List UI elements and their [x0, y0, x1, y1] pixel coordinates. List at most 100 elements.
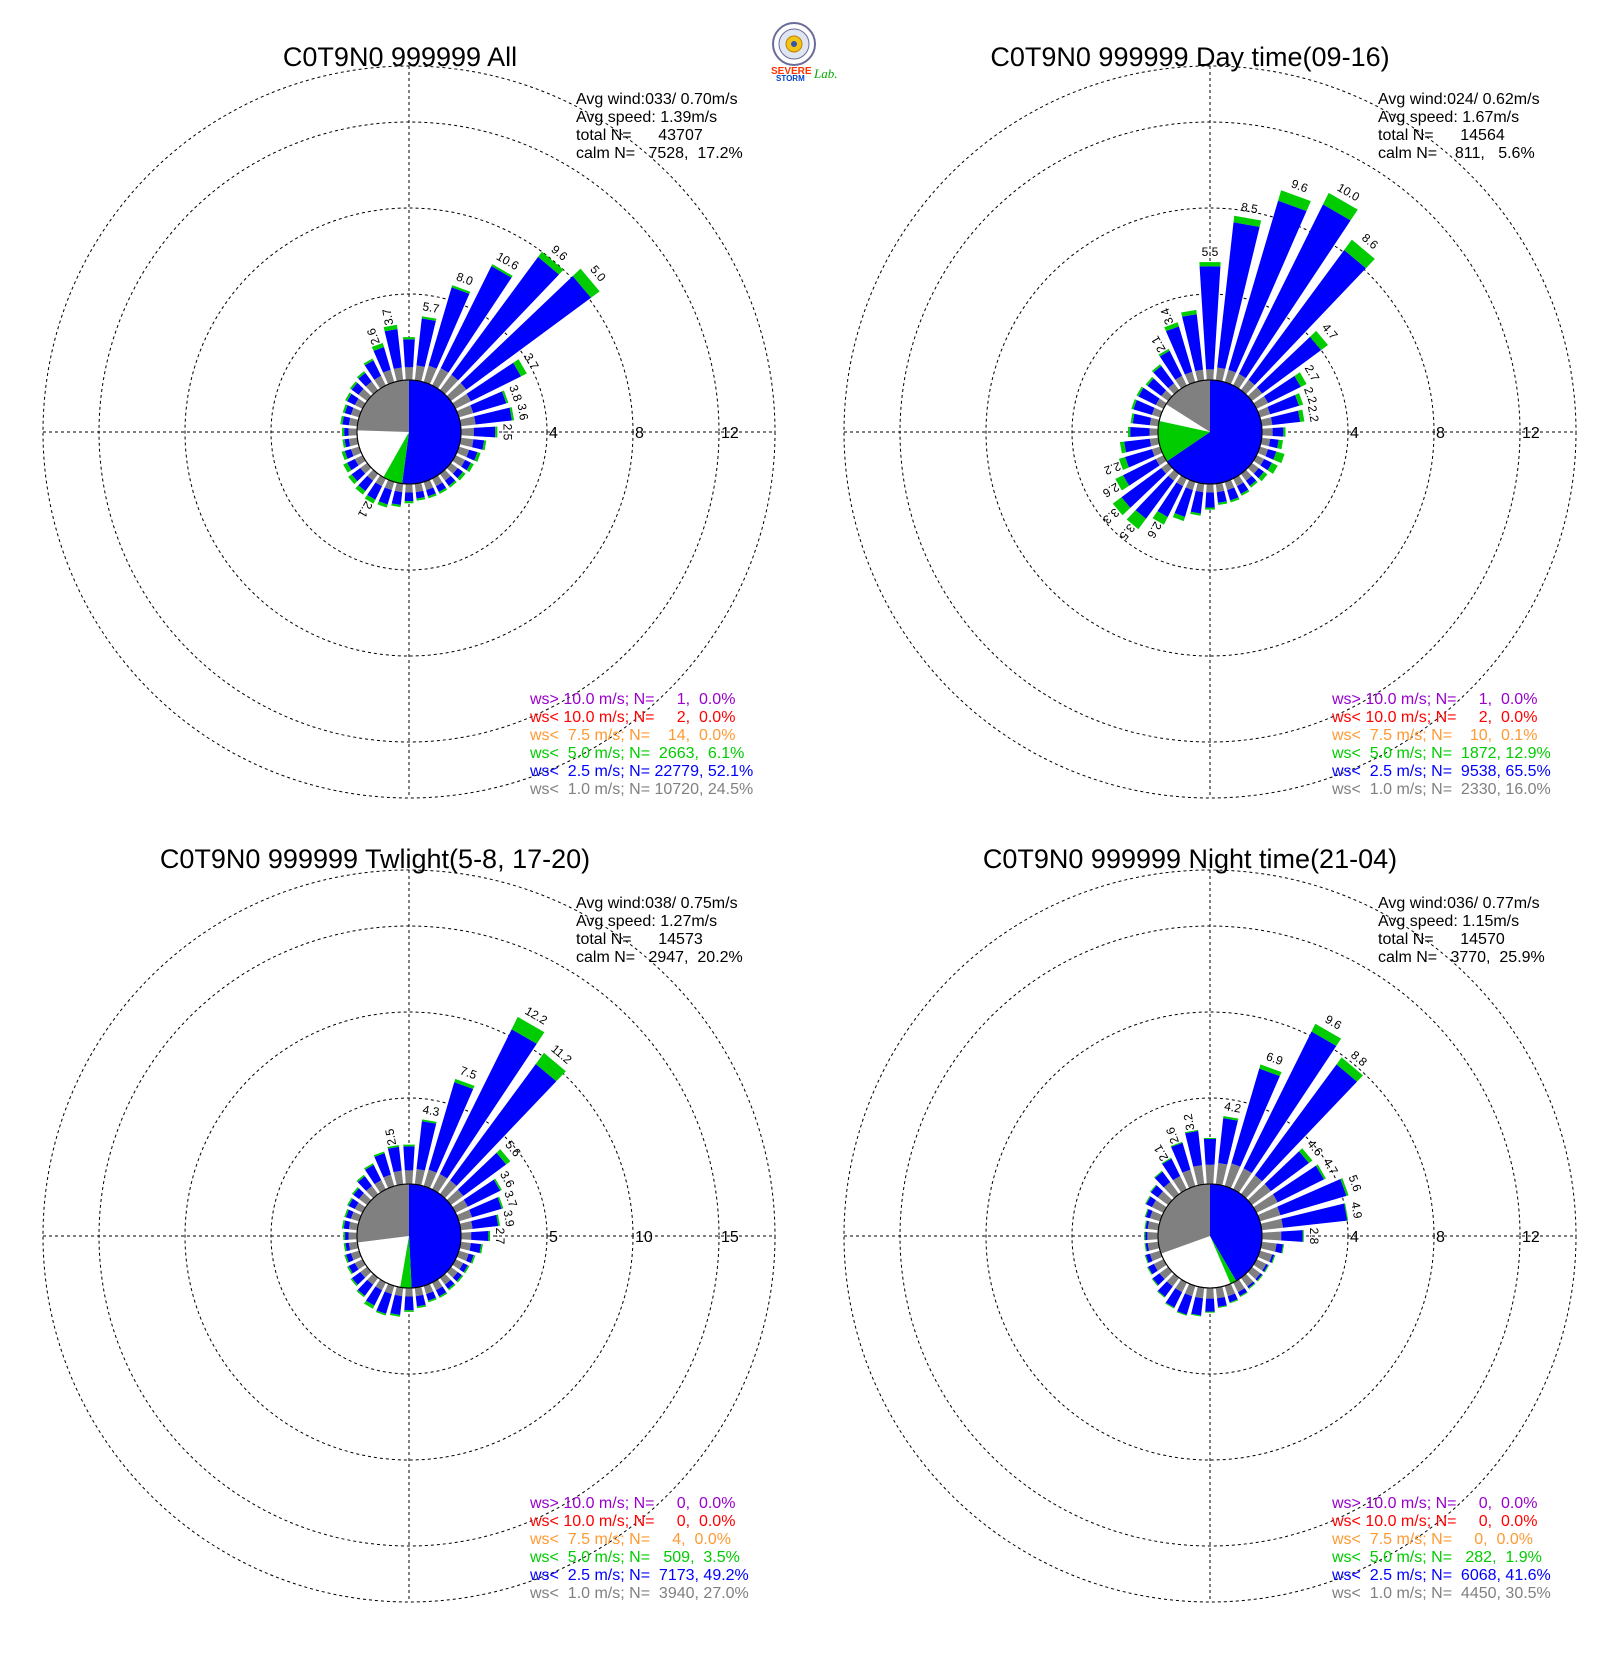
rose-bar-segment [459, 1241, 471, 1251]
rose-bar-segment [1247, 1266, 1261, 1280]
rose-bar-segment [1157, 1191, 1173, 1206]
rose-bar-segment [1260, 1241, 1277, 1252]
rose-bar-segment [1248, 249, 1366, 386]
rose-bar-segment [1203, 1139, 1217, 1165]
rose-bar-segment [376, 1291, 392, 1314]
rose-bar-segment [1157, 482, 1184, 518]
severe-storm-lab-logo: SEVERE STORM Lab. [770, 20, 860, 83]
bar-label: 4.9 [1348, 1201, 1365, 1220]
rose-bar-segment [482, 440, 487, 451]
bar-label: 2.5 [500, 424, 514, 441]
stats-line: calm N= 811, 5.6% [1378, 145, 1535, 162]
bar-label: 2.2 [1301, 385, 1320, 406]
legend-entry: ws< 2.5 m/s; N= 9538, 65.5% [1331, 763, 1551, 780]
legend-entry: ws> 10.0 m/s; N= 0, 0.0% [1331, 1495, 1537, 1512]
ring-label: 8 [635, 425, 644, 442]
rose-bar-segment [365, 1286, 383, 1306]
rose-bar-segment [1144, 1220, 1147, 1229]
rose-bar-segment [1195, 482, 1205, 493]
rose-bar-segment [344, 438, 351, 448]
rose-bar-segment [354, 398, 366, 409]
rose-bar-segment [1182, 1169, 1196, 1189]
rose-bar-segment [1271, 1254, 1276, 1264]
rose-bar-segment [1264, 1264, 1270, 1273]
rose-bar-segment [366, 1185, 379, 1199]
rose-bar-segment [426, 487, 436, 497]
wind-rose-panel-2: 4 8 122.13.45.58.59.6 10.08.64.72.72.22.22.… [843, 42, 1577, 799]
rose-bar-segment [1157, 1281, 1173, 1297]
calm-circle-outline [1157, 1183, 1263, 1289]
rose-bar-segment [415, 490, 425, 499]
rose-bar-segment [348, 1232, 358, 1240]
legend-entry: ws< 10.0 m/s; N= 2, 0.0% [529, 709, 735, 726]
rose-bar-segment [356, 1289, 365, 1298]
rose-bar-segment [435, 482, 447, 493]
rose-bar-segment [1272, 427, 1284, 437]
rose-bar-segment [1165, 1288, 1183, 1308]
rose-bar-segment [404, 501, 414, 504]
rose-bar-segment [1216, 490, 1227, 503]
rose-bar-segment [1248, 1282, 1256, 1290]
rose-bar-segment [451, 285, 471, 294]
rose-bar-segment [1176, 1311, 1187, 1316]
chart-title: C0T9N0 999999 Day time(09-16) [990, 42, 1389, 72]
rose-bar-segment [1158, 348, 1170, 357]
stats-line: Avg wind:024/ 0.62m/s [1378, 91, 1540, 108]
legend-entry: ws< 7.5 m/s; N= 14, 0.0% [529, 727, 735, 744]
rose-bar-segment [1247, 1183, 1271, 1206]
rose-bar-segment [535, 1052, 566, 1082]
rose-bar-segment [444, 1279, 455, 1289]
rose-bar-segment [1256, 1274, 1264, 1282]
rose-bar-segment [460, 276, 592, 390]
rose-bar-segment [1195, 369, 1205, 382]
legend-entry: ws< 7.5 m/s; N= 10, 0.1% [1331, 727, 1537, 744]
rose-bar-segment [403, 1144, 415, 1147]
rose-bar-segment [1130, 426, 1150, 438]
rose-bar-segment [1159, 1266, 1173, 1280]
rose-bar-segment [345, 392, 352, 402]
rose-bar-segment [375, 475, 386, 487]
rose-bar-segment [1309, 330, 1328, 351]
rose-bar-segment [344, 449, 354, 459]
rose-bar-segment [341, 1220, 346, 1229]
rose-bar-segment [456, 405, 474, 418]
rose-bar-segment [1118, 457, 1129, 471]
rose-bar-segment [1253, 455, 1265, 466]
rose-bar-segment [394, 482, 404, 493]
bar-label: 6.9 [1264, 1049, 1285, 1068]
legend-entry: ws< 7.5 m/s; N= 0, 0.0% [1331, 1531, 1533, 1548]
rose-bar-segment [513, 359, 527, 377]
rose-bar-segment [1155, 398, 1167, 409]
rose-bar-segment [439, 469, 451, 481]
bar-label: 3.7 [501, 1189, 520, 1210]
rose-bar-segment [452, 467, 463, 479]
bar-label: 3.7 [379, 307, 396, 326]
rose-bar-segment [345, 1231, 349, 1241]
rose-bar-segment [1344, 1203, 1349, 1221]
rose-bar-segment [1281, 1244, 1285, 1254]
rose-bar-segment [358, 475, 374, 492]
rose-bar-segment [414, 1168, 425, 1186]
rose-bar-segment [360, 462, 372, 474]
rose-bar-segment [403, 1146, 415, 1171]
rose-bar-segment [1168, 383, 1180, 395]
rose-bar-segment [1155, 455, 1167, 466]
rose-bar-segment [497, 1196, 504, 1209]
rose-bar-segment [345, 1209, 354, 1219]
ring-label: 4 [1350, 425, 1359, 442]
rose-bar-segment [452, 393, 471, 409]
rose-bar-segment [466, 1253, 474, 1264]
rose-bar-segment [1191, 1296, 1204, 1316]
rose-bar-segment [1145, 1209, 1153, 1219]
bar-label: 2.6 [1163, 1125, 1182, 1146]
rose-bar-segment [1243, 1031, 1337, 1173]
rose-bar-segment [1144, 1243, 1147, 1252]
rose-bar-segment [511, 1016, 545, 1044]
rose-bar-segment [1115, 475, 1130, 491]
rose-bar-segment [457, 1152, 507, 1196]
rose-bar-segment [472, 439, 485, 450]
rose-bar-segment [1154, 1170, 1163, 1179]
rose-bar-segment [1245, 475, 1257, 486]
rose-bar-segment [1184, 371, 1196, 385]
rose-bar-segment [1344, 239, 1375, 269]
